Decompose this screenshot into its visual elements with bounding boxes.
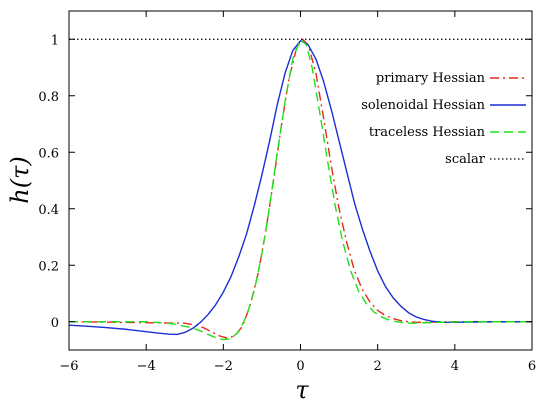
y-tick-label: 0.2 [38,259,59,274]
series-layer [68,38,532,341]
legend-label-primary-hessian: primary Hessian [376,71,486,86]
x-tick-label: −4 [137,359,156,374]
axes-layer: −6 −4 −2 0 2 4 6 0 0.2 0.4 0.6 0.8 1 [38,10,536,374]
x-tick-label: 0 [296,359,304,374]
y-tick-label: 1 [51,33,59,48]
legend-label-traceless-hessian: traceless Hessian [369,125,486,140]
legend: primary Hessian solenoidal Hessian tracele… [361,71,526,167]
plot-frame [68,10,533,351]
x-tick-label: −6 [59,359,78,374]
y-axis-label: h(τ) [6,156,34,203]
x-tick-label: 6 [528,359,536,374]
x-tick-label: 4 [451,359,459,374]
series-line-solenoidal-hessian [68,39,532,336]
legend-label-solenoidal-hessian: solenoidal Hessian [361,98,485,113]
y-tick-label: 0 [51,316,59,331]
y-tick-label: 0.4 [38,203,59,218]
y-tick-label: 0.6 [38,146,59,161]
legend-label-scalar: scalar [445,152,486,167]
y-tick-label: 0.8 [38,90,59,105]
series-line-primary-hessian [68,38,532,339]
x-tick-label: −2 [214,359,233,374]
x-tick-label: 2 [374,359,382,374]
x-axis-label: τ [295,376,309,404]
series-line-traceless-hessian [69,38,532,341]
